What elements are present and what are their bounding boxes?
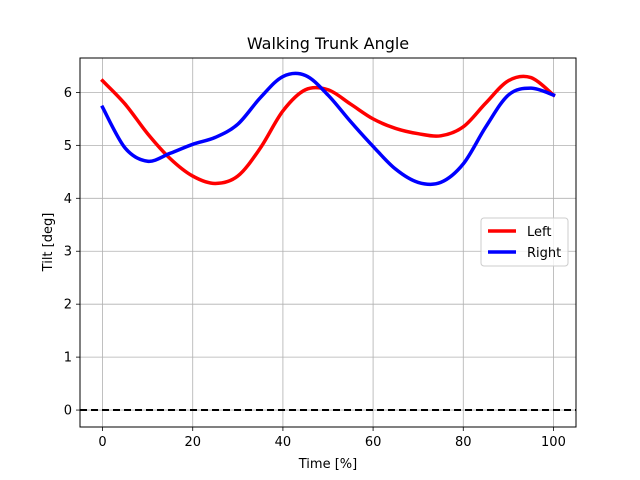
- x-axis-label: Time [%]: [298, 457, 357, 472]
- y-tick-label: 2: [64, 298, 72, 313]
- y-tick-label: 0: [64, 404, 72, 419]
- x-tick-label: 80: [455, 435, 472, 450]
- chart-title: Walking Trunk Angle: [247, 34, 409, 53]
- y-tick-label: 4: [64, 192, 72, 207]
- x-tick-label: 100: [541, 435, 566, 450]
- y-tick-label: 1: [64, 351, 72, 366]
- x-tick-label: 40: [275, 435, 292, 450]
- legend: Left Right: [480, 217, 569, 267]
- plot-frame: [79, 57, 577, 428]
- series-line-right: [100, 71, 556, 187]
- x-tick-label: 60: [365, 435, 382, 450]
- y-axis-label: Tilt [deg]: [41, 213, 56, 273]
- y-tick-label: 3: [64, 245, 72, 260]
- series-layer: [100, 71, 556, 187]
- y-tick-label: 6: [64, 86, 72, 101]
- y-axis-ticks: 0 1 2 3 4 5 6: [64, 86, 80, 419]
- series-line-left: [100, 74, 556, 186]
- legend-label-left: Left: [527, 225, 551, 240]
- x-tick-label: 0: [98, 435, 106, 450]
- x-axis-ticks: 0 20 40 60 80 100: [98, 427, 566, 450]
- x-tick-label: 20: [184, 435, 201, 450]
- y-tick-label: 5: [64, 139, 72, 154]
- legend-label-right: Right: [527, 246, 561, 261]
